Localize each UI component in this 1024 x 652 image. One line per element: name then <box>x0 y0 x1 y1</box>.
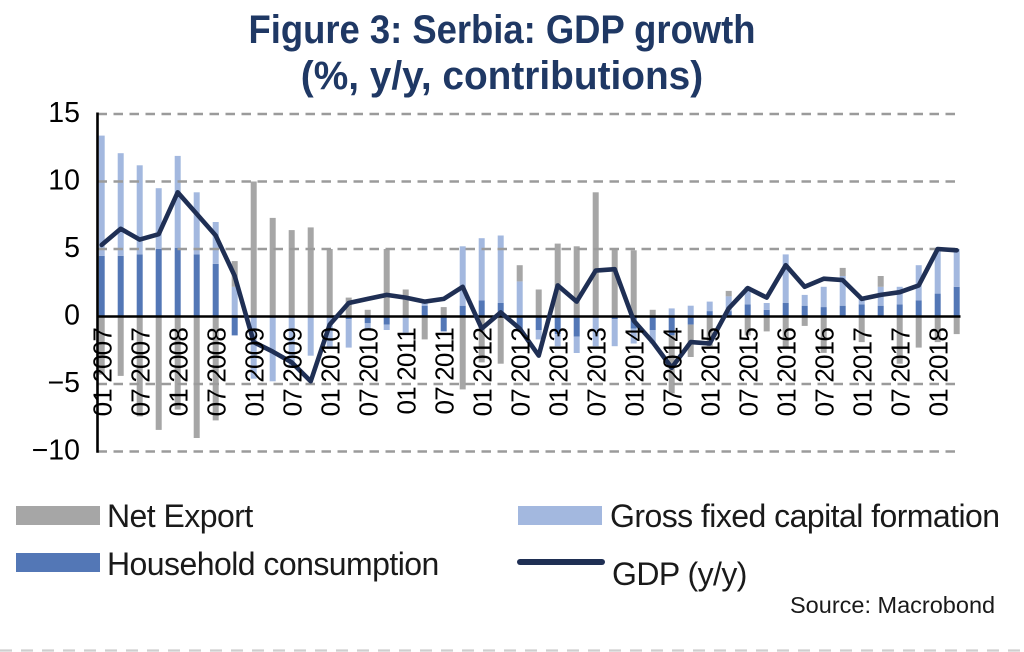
svg-text:01 2007: 01 2007 <box>88 328 118 417</box>
svg-text:01 2018: 01 2018 <box>924 328 954 417</box>
svg-text:01 2014: 01 2014 <box>620 328 650 417</box>
svg-text:07 2015: 07 2015 <box>734 328 764 417</box>
svg-text:07 2013: 07 2013 <box>582 328 612 417</box>
svg-text:07 2012: 07 2012 <box>506 328 536 417</box>
svg-text:10: 10 <box>48 165 80 197</box>
svg-text:01 2015: 01 2015 <box>696 328 726 417</box>
svg-text:−5: −5 <box>48 367 81 399</box>
svg-text:5: 5 <box>64 232 80 264</box>
svg-text:07 2017: 07 2017 <box>886 328 916 417</box>
svg-text:01 2011: 01 2011 <box>392 328 422 415</box>
svg-text:07 2011: 07 2011 <box>430 328 460 415</box>
svg-text:07 2014: 07 2014 <box>658 328 688 417</box>
svg-text:07 2010: 07 2010 <box>354 328 384 417</box>
svg-text:01 2012: 01 2012 <box>468 328 498 417</box>
svg-text:01 2016: 01 2016 <box>772 328 802 417</box>
svg-text:01 2009: 01 2009 <box>240 328 270 417</box>
svg-text:07 2007: 07 2007 <box>126 328 156 417</box>
svg-text:07 2009: 07 2009 <box>278 328 308 417</box>
svg-text:15: 15 <box>48 97 80 129</box>
svg-text:0: 0 <box>64 300 80 332</box>
svg-text:01 2010: 01 2010 <box>316 328 346 417</box>
svg-text:07 2008: 07 2008 <box>202 328 232 417</box>
svg-text:07 2016: 07 2016 <box>810 328 840 417</box>
svg-text:01 2013: 01 2013 <box>544 328 574 417</box>
svg-text:−10: −10 <box>32 435 80 467</box>
svg-text:01 2008: 01 2008 <box>164 328 194 417</box>
svg-text:01 2017: 01 2017 <box>848 328 878 417</box>
